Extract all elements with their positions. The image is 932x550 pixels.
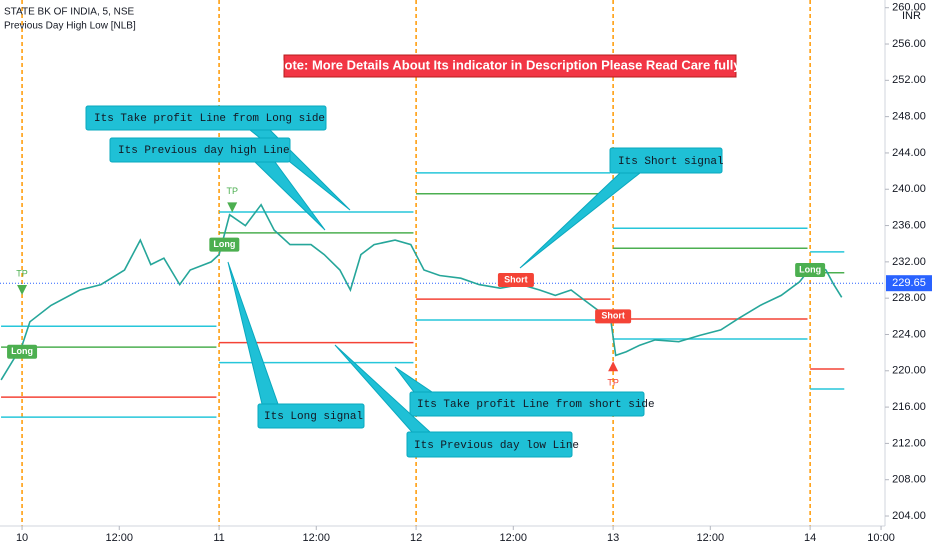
- annotation-text: Its Take profit Line from short side: [417, 399, 655, 411]
- annotation-box: [257, 403, 365, 429]
- tp-marker: [17, 285, 28, 296]
- annotation-text: Its Previous day high Line: [118, 145, 290, 157]
- signal-label: Long: [799, 264, 821, 274]
- annotation: Its Short signal: [519, 147, 724, 269]
- tp-label: TP: [607, 378, 619, 388]
- y-tick-label: 216.00: [892, 401, 926, 413]
- y-tick-label: 252.00: [892, 74, 926, 86]
- x-tick-label: 13: [607, 532, 619, 544]
- y-tick-label: 260.00: [892, 2, 926, 14]
- last-price-box: [886, 275, 932, 292]
- indicator-name: Previous Day High Low [NLB]: [4, 21, 136, 32]
- x-tick-label: 10: [16, 532, 28, 544]
- x-tick-label: 10:00: [867, 532, 895, 544]
- note-box: [283, 54, 737, 78]
- y-tick-label: 248.00: [892, 111, 926, 123]
- annotation-box: [609, 147, 723, 174]
- annotation: Its Take profit Line from short side: [394, 366, 655, 417]
- annotation-box: [85, 105, 327, 131]
- x-tick-label: 12:00: [500, 532, 528, 544]
- y-tick-label: 212.00: [892, 437, 926, 449]
- currency: INR: [902, 10, 921, 22]
- signal-box: [595, 309, 632, 324]
- y-tick-label: 228.00: [892, 292, 926, 304]
- annotation-text: Its Take profit Line from Long side: [94, 113, 325, 125]
- signal-label: Long: [11, 346, 33, 356]
- x-tick-label: 12:00: [697, 532, 725, 544]
- y-tick-label: 208.00: [892, 474, 926, 486]
- annotation-box: [409, 391, 645, 417]
- y-tick-label: 244.00: [892, 147, 926, 159]
- note: Note: More Details About Its indicator i…: [275, 54, 745, 78]
- plot-area: Long Long Short Short Long TP TP TP: [0, 0, 885, 526]
- x-tick-label: 14: [804, 532, 816, 544]
- y-tick-label: 240.00: [892, 183, 926, 195]
- y-tick-label: 220.00: [892, 365, 926, 377]
- annotation-box: [406, 431, 573, 458]
- annotation: Its Previous day high Line: [109, 137, 326, 231]
- y-tick-label: 204.00: [892, 510, 926, 522]
- annotation-text: Its Previous day low Line: [414, 440, 579, 452]
- tp-marker: [608, 361, 619, 372]
- x-tick-label: 12:00: [303, 532, 331, 544]
- annotation-text: Its Long signal: [264, 411, 363, 423]
- x-tick-label: 11: [213, 532, 224, 544]
- y-tick-label: 224.00: [892, 328, 926, 340]
- y-tick-label: 236.00: [892, 219, 926, 231]
- signal-box: [497, 273, 534, 288]
- price-line: [0, 203, 843, 381]
- annotation-box: [109, 137, 291, 163]
- signal-box: [209, 237, 240, 252]
- tp-label: TP: [16, 268, 28, 278]
- signal-box: [795, 263, 826, 278]
- annotation: Its Previous day low Line: [334, 344, 579, 458]
- signal-label: Short: [504, 274, 528, 284]
- tp-label: TP: [226, 186, 238, 196]
- x-tick-label: 12: [410, 532, 422, 544]
- annotation-text: Its Short signal: [618, 156, 724, 168]
- last-price-label: 229.65: [892, 277, 926, 289]
- signal-box: [7, 344, 38, 359]
- signal-label: Short: [601, 311, 625, 321]
- tp-marker: [227, 202, 238, 213]
- note-text: Note: More Details About Its indicator i…: [275, 57, 745, 72]
- y-tick-label: 232.00: [892, 256, 926, 268]
- signal-label: Long: [213, 239, 235, 249]
- annotation: Its Long signal: [227, 261, 365, 429]
- chart-title: STATE BK OF INDIA, 5, NSE: [4, 7, 135, 18]
- x-tick-label: 12:00: [105, 532, 133, 544]
- y-tick-label: 256.00: [892, 38, 926, 50]
